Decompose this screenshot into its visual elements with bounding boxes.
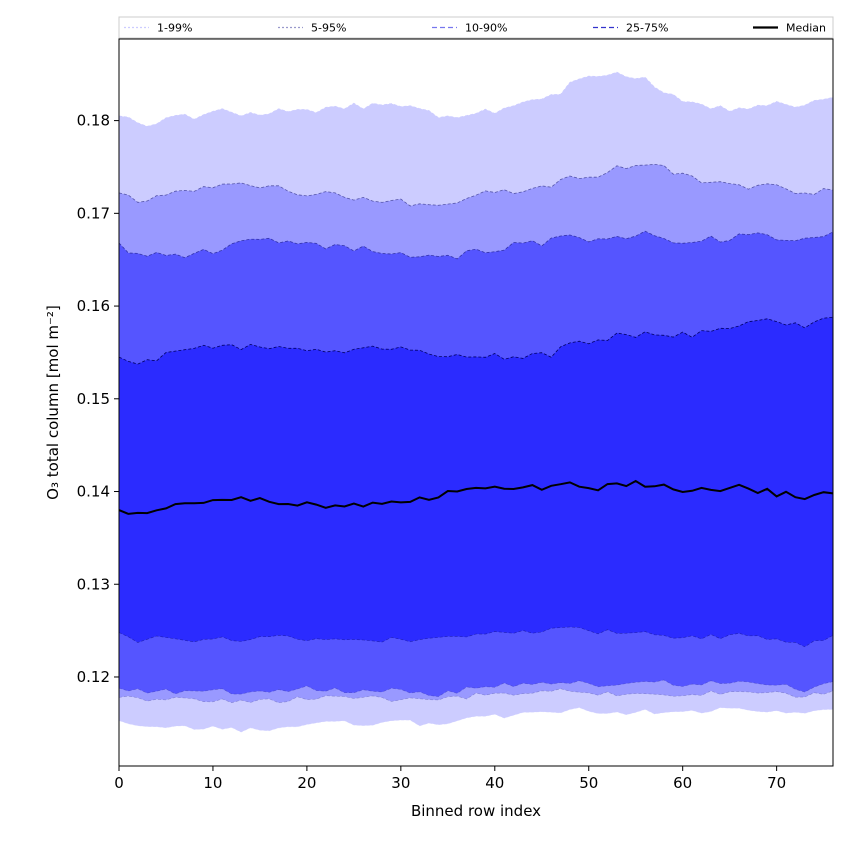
x-tick-label: 20: [297, 774, 316, 792]
y-tick-label: 0.18: [77, 112, 110, 130]
x-tick-label: 30: [391, 774, 410, 792]
median-layer: [118, 479, 834, 515]
y-tick-label: 0.13: [77, 575, 110, 593]
band-25-75%-upper-line: [118, 316, 834, 365]
y-axis-label: O₃ total column [mol m⁻²]: [44, 305, 62, 500]
band-10-90%-upper-line: [118, 230, 834, 260]
y-tick-label: 0.12: [77, 668, 110, 686]
ticks-layer: 0 10 20 30 40 50 60 70 0.12 0.13 0.14 0.15 0.16 0.17 0…: [77, 112, 787, 792]
x-tick-label: 10: [203, 774, 222, 792]
legend-label: 1-99%: [157, 22, 192, 35]
band-1-99%-upper-line: [118, 71, 834, 127]
y-tick-label: 0.16: [77, 297, 110, 315]
band-25-75%-lower-line: [118, 626, 834, 648]
bands-layer: [118, 71, 834, 733]
legend: 1-99% 5-95% 10-90% 25-75% Median: [118, 16, 834, 39]
band-5-95%-upper-line: [118, 163, 834, 207]
y-tick-label: 0.14: [77, 483, 110, 501]
y-tick-label: 0.17: [77, 204, 110, 222]
legend-box: [118, 16, 834, 39]
x-axis-label: Binned row index: [411, 802, 541, 820]
legend-label: 5-95%: [311, 22, 346, 35]
x-tick-label: 0: [114, 774, 124, 792]
legend-label: 25-75%: [626, 22, 668, 35]
band-5-95%-lower-line: [118, 688, 834, 704]
band-1-99%-lower-line: [118, 707, 834, 733]
band-25-75%-area: [119, 317, 833, 647]
x-tick-label: 50: [579, 774, 598, 792]
x-tick-label: 70: [767, 774, 786, 792]
legend-label: Median: [786, 22, 826, 35]
x-tick-label: 60: [673, 774, 692, 792]
plot-frame: [118, 38, 834, 767]
median-line: [118, 479, 834, 515]
x-tick-label: 40: [485, 774, 504, 792]
legend-label: 10-90%: [465, 22, 507, 35]
y-tick-label: 0.15: [77, 390, 110, 408]
